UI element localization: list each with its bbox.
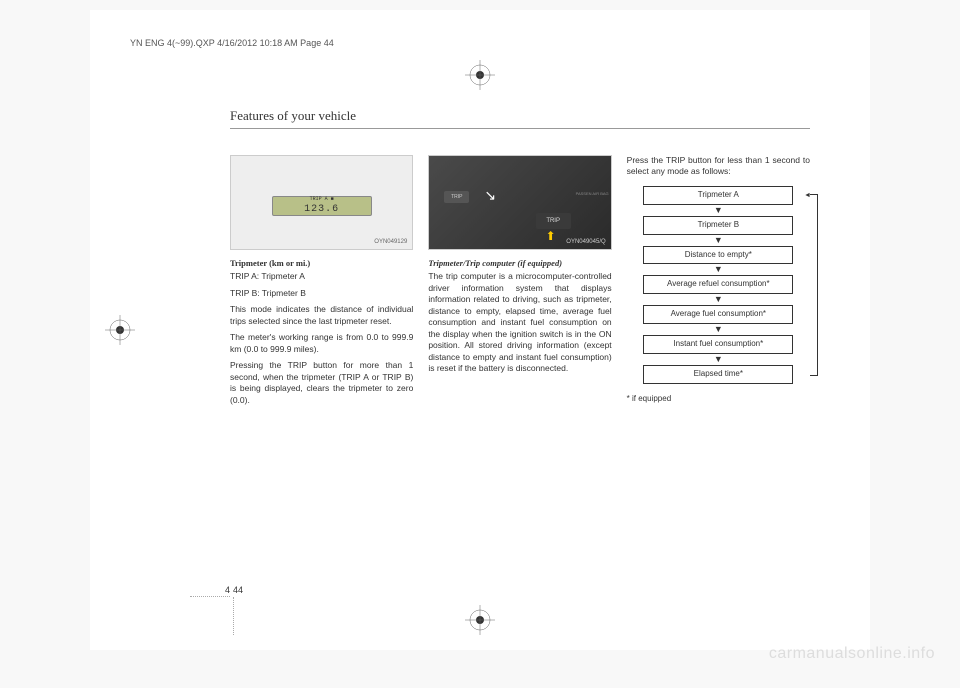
chapter-number: 4	[225, 585, 230, 595]
tripmeter-heading: Tripmeter (km or mi.)	[230, 258, 413, 269]
flow-box-tripmeter-b: Tripmeter B	[643, 216, 793, 235]
page-number: 444	[225, 585, 243, 595]
trip-a-label: TRIP A: Tripmeter A	[230, 271, 413, 282]
trip-button-small: TRIP	[444, 191, 469, 203]
arrow-white-icon: ↘	[484, 186, 496, 205]
trip-button-large: TRIP	[536, 213, 571, 229]
crop-mark-bottom	[465, 605, 495, 635]
page-dots-h	[190, 596, 230, 597]
flow-box-instant-fuel: Instant fuel consumption*	[643, 335, 793, 354]
flow-diagram: Tripmeter A ▼ Tripmeter B ▼ Distance to …	[627, 186, 810, 384]
page-num: 44	[233, 585, 243, 595]
lcd-display: TRIP A ■ 123.6	[272, 196, 372, 216]
trip-intro: Press the TRIP button for less than 1 se…	[627, 155, 810, 178]
lcd-label: TRIP A ■	[304, 196, 339, 203]
passenger-label: PASSEN AIR BAG	[576, 191, 609, 196]
flow-box-tripmeter-a: Tripmeter A	[643, 186, 793, 205]
footnote: * if equipped	[627, 394, 810, 405]
flow-box-avg-refuel: Average refuel consumption*	[643, 275, 793, 294]
crop-mark-left	[105, 315, 135, 345]
trip-computer-image: Trip computer(if equipped) TRIP ↘ TRIP ⬆…	[428, 155, 611, 250]
tripmeter-para-3: Pressing the TRIP button for more than 1…	[230, 360, 413, 406]
flow-arrow-icon: ▼	[627, 325, 810, 334]
trip-computer-para: The trip computer is a microcomputer-con…	[428, 271, 611, 374]
flow-arrow-icon: ▼	[627, 295, 810, 304]
column-3: Press the TRIP button for less than 1 se…	[627, 155, 810, 411]
flow-box-distance: Distance to empty*	[643, 246, 793, 265]
lcd-number: 123.6	[304, 203, 339, 217]
column-2: Trip computer(if equipped) TRIP ↘ TRIP ⬆…	[428, 155, 611, 411]
trip-computer-heading: Tripmeter/Trip computer (if equipped)	[428, 258, 611, 269]
page-dots-v	[233, 597, 234, 635]
flow-box-elapsed-time: Elapsed time*	[643, 365, 793, 384]
trip-b-label: TRIP B: Tripmeter B	[230, 288, 413, 299]
flow-arrow-icon: ▼	[627, 265, 810, 274]
print-header: YN ENG 4(~99).QXP 4/16/2012 10:18 AM Pag…	[130, 38, 334, 48]
crop-mark-top	[465, 60, 495, 90]
title-divider	[230, 128, 810, 129]
section-title: Features of your vehicle	[230, 108, 356, 124]
flow-return-line	[810, 194, 818, 376]
image-caption-2: OYN049045/Q	[566, 238, 605, 246]
arrow-yellow-icon: ⬆	[546, 228, 556, 244]
flow-arrow-icon: ▼	[627, 355, 810, 364]
flow-arrow-icon: ▼	[627, 206, 810, 215]
image-caption-1: OYN049129	[374, 238, 407, 246]
watermark: carmanualsonline.info	[769, 645, 935, 663]
flow-box-avg-fuel: Average fuel consumption*	[643, 305, 793, 324]
tripmeter-para-1: This mode indicates the distance of indi…	[230, 304, 413, 327]
flow-arrow-icon: ▼	[627, 236, 810, 245]
column-1: TRIP A ■ 123.6 OYN049129 Tripmeter (km o…	[230, 155, 413, 411]
dashboard-graphic: TRIP ↘ TRIP ⬆ PASSEN AIR BAG	[429, 156, 610, 249]
manual-page: YN ENG 4(~99).QXP 4/16/2012 10:18 AM Pag…	[90, 10, 870, 650]
content-area: TRIP A ■ 123.6 OYN049129 Tripmeter (km o…	[230, 155, 810, 411]
tripmeter-para-2: The meter's working range is from 0.0 to…	[230, 332, 413, 355]
tripmeter-image: TRIP A ■ 123.6 OYN049129	[230, 155, 413, 250]
